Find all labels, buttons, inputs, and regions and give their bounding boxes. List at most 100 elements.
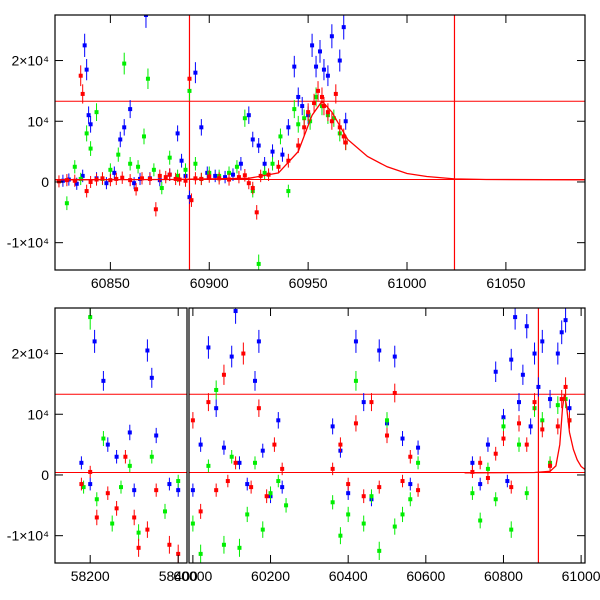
data-point: [221, 445, 226, 450]
data-point: [72, 164, 77, 169]
data-point: [256, 406, 261, 411]
data-point: [82, 43, 87, 48]
data-point: [341, 134, 346, 139]
data-point: [296, 94, 301, 99]
data-point: [321, 67, 326, 72]
data-point: [127, 463, 132, 468]
data-point: [306, 110, 311, 115]
data-point: [101, 378, 106, 383]
data-point: [400, 436, 405, 441]
data-point: [136, 545, 141, 550]
data-point: [154, 488, 159, 493]
x-tick-label: 60600: [406, 568, 445, 584]
y-tick-label: 0: [41, 467, 49, 483]
data-point: [485, 476, 490, 480]
data-point: [343, 119, 348, 124]
data-point: [501, 424, 506, 429]
data-point: [86, 113, 91, 118]
data-point: [329, 119, 334, 124]
data-point: [369, 494, 374, 499]
data-point: [513, 315, 518, 320]
data-point: [493, 497, 498, 502]
data-point: [264, 494, 269, 499]
data-point: [346, 491, 351, 496]
data-point: [346, 482, 351, 487]
data-point: [329, 34, 334, 39]
data-point: [321, 104, 326, 109]
data-point: [190, 521, 195, 526]
data-point: [242, 173, 247, 178]
data-point: [555, 424, 560, 429]
data-point: [128, 107, 133, 112]
data-point: [302, 125, 307, 130]
data-point: [175, 131, 180, 136]
data-point: [80, 173, 85, 178]
x-tick-label: 61000: [562, 568, 600, 584]
data-point: [176, 488, 181, 493]
y-tick-label: 2×10⁴: [11, 346, 49, 362]
data-point: [84, 67, 89, 72]
data-point: [213, 173, 218, 178]
data-point: [72, 178, 77, 183]
data-point: [198, 442, 203, 447]
data-point: [105, 491, 110, 496]
data-point: [84, 189, 89, 194]
data-point: [221, 372, 226, 377]
data-point: [250, 186, 255, 191]
data-point: [227, 177, 232, 182]
data-point: [122, 61, 127, 66]
data-point: [132, 515, 137, 520]
data-point: [548, 463, 553, 468]
data-point: [230, 172, 235, 177]
data-point: [361, 521, 366, 526]
x-tick-label: 60900: [190, 275, 229, 291]
data-point: [325, 110, 330, 115]
axes-frame: [54, 14, 586, 271]
data-point: [408, 454, 413, 459]
y-tick-label: -1×10⁴: [7, 528, 49, 544]
data-point: [79, 482, 84, 487]
data-point: [167, 172, 172, 177]
data-point: [555, 403, 560, 408]
x-tick-label: 61050: [486, 275, 525, 291]
data-point: [310, 43, 315, 48]
data-point: [120, 175, 125, 180]
model-curve: [464, 394, 585, 474]
data-point: [260, 448, 265, 453]
data-point: [392, 524, 397, 529]
x-tick-label: 60000: [173, 568, 212, 584]
data-point: [143, 15, 148, 17]
data-point: [280, 152, 285, 157]
data-point: [176, 479, 181, 484]
data-point: [136, 530, 141, 535]
data-point: [369, 400, 374, 405]
data-point: [198, 509, 203, 514]
data-point: [112, 170, 117, 175]
data-point: [245, 482, 250, 487]
data-point: [493, 369, 498, 374]
data-point: [272, 442, 277, 447]
data-point: [88, 469, 93, 474]
y-tick-label: -1×10⁴: [7, 235, 49, 251]
data-point: [187, 195, 192, 200]
data-point: [361, 494, 366, 499]
data-point: [509, 527, 514, 532]
data-point: [262, 170, 267, 175]
data-point: [312, 101, 317, 106]
data-point: [559, 330, 564, 335]
data-point: [286, 189, 291, 194]
data-point: [127, 430, 132, 435]
data-point: [501, 415, 506, 420]
data-point: [114, 176, 119, 181]
data-point: [221, 542, 226, 547]
data-point: [227, 170, 232, 175]
data-point: [193, 161, 198, 166]
data-point: [478, 460, 483, 465]
data-point: [241, 351, 246, 356]
data-point: [540, 427, 545, 432]
data-point: [331, 116, 336, 121]
data-point: [100, 176, 105, 181]
data-point: [286, 125, 291, 130]
data-point: [286, 158, 291, 163]
data-point: [167, 542, 172, 547]
